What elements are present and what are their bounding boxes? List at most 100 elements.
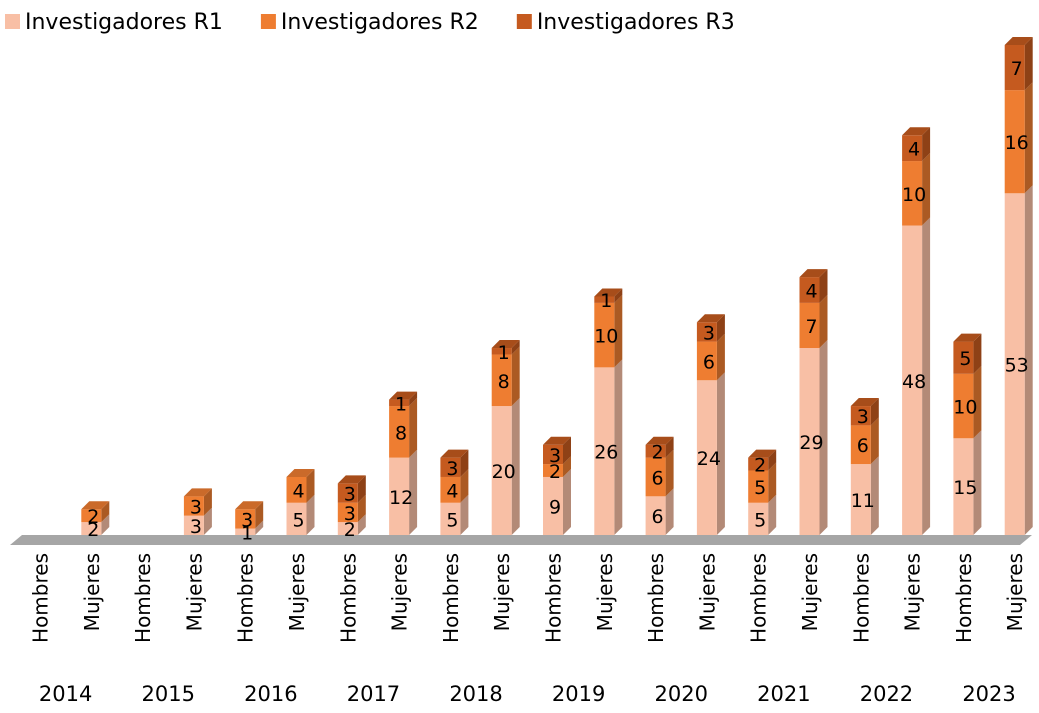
- bar-top: [389, 391, 418, 400]
- group-label: 2018: [449, 682, 502, 706]
- bar: [440, 502, 461, 535]
- value-label: 2: [652, 442, 664, 464]
- bar-top: [645, 436, 674, 445]
- bar: [594, 302, 615, 368]
- x-tick-label: Mujeres: [182, 553, 206, 631]
- x-tick-label: Mujeres: [593, 553, 617, 631]
- group-label: 2016: [244, 682, 297, 706]
- bar-side: [819, 294, 828, 349]
- bar-top: [543, 436, 571, 445]
- x-tick-label: Hombres: [234, 553, 258, 643]
- bar-side: [255, 501, 264, 529]
- group-label: 2023: [962, 682, 1015, 706]
- x-tick-label: Hombres: [849, 553, 873, 643]
- group-label: 2014: [39, 682, 92, 706]
- bar: [389, 406, 410, 458]
- bar-top: [337, 475, 366, 484]
- x-tick-label: Hombres: [952, 553, 976, 643]
- group-label: 2021: [757, 682, 810, 706]
- bar-side: [665, 436, 674, 458]
- bar: [81, 509, 102, 523]
- bar-side: [973, 365, 982, 439]
- bar: [953, 373, 974, 439]
- bar-top: [1004, 37, 1033, 45]
- group-label: 2019: [552, 682, 605, 706]
- bar-side: [511, 398, 520, 535]
- x-tick-label: Hombres: [644, 553, 668, 643]
- bar-side: [973, 333, 982, 374]
- bar-side: [511, 340, 520, 355]
- value-label: 3: [344, 484, 356, 506]
- value-label: 7: [1011, 58, 1023, 80]
- bar-side: [870, 417, 879, 465]
- value-label: 4: [805, 281, 817, 303]
- bar: [594, 367, 615, 535]
- bar-top: [696, 314, 725, 323]
- x-tick-label: Hombres: [336, 553, 360, 643]
- bar-side: [768, 494, 777, 535]
- bar-top: [953, 333, 982, 342]
- bar-side: [716, 372, 725, 535]
- bar: [850, 406, 871, 426]
- bar: [440, 476, 461, 503]
- bar: [696, 341, 717, 381]
- x-tick-label: Mujeres: [901, 553, 925, 631]
- bar-side: [614, 288, 623, 303]
- x-tick-label: Mujeres: [798, 553, 822, 631]
- group-label: 2020: [655, 682, 708, 706]
- value-label: 7: [805, 316, 817, 338]
- bar-side: [922, 127, 931, 162]
- bar-side: [306, 494, 315, 535]
- bar: [748, 457, 769, 471]
- value-label: 1: [498, 342, 510, 364]
- bar-side: [409, 391, 418, 407]
- value-label: 10: [953, 397, 977, 419]
- bar: [337, 522, 358, 535]
- bar-side: [716, 314, 725, 342]
- bar-side: [1024, 82, 1033, 194]
- bar-top: [491, 340, 520, 349]
- bar: [337, 502, 358, 523]
- value-label: 3: [241, 509, 253, 531]
- value-label: 2: [87, 506, 99, 528]
- value-label: 8: [395, 422, 407, 444]
- value-label: 2: [87, 519, 99, 541]
- legend-label: Investigadores R3: [537, 10, 735, 35]
- bar: [337, 483, 358, 503]
- x-tick-label: Hombres: [131, 553, 155, 643]
- bar: [696, 380, 717, 535]
- value-label: 2: [549, 461, 561, 483]
- legend-swatch: [5, 14, 20, 29]
- floor: [10, 535, 1032, 545]
- bar: [902, 225, 923, 536]
- bar-top: [594, 288, 623, 297]
- bar-top: [183, 488, 212, 497]
- value-label: 6: [652, 506, 664, 528]
- value-label: 26: [594, 442, 618, 464]
- value-label: 10: [902, 184, 926, 206]
- x-tick-label: Mujeres: [285, 553, 309, 631]
- group-label: 2022: [860, 682, 913, 706]
- bar-side: [922, 217, 931, 536]
- bar: [799, 277, 820, 303]
- bar-top: [235, 501, 264, 510]
- bar: [645, 496, 666, 535]
- value-label: 48: [902, 371, 926, 393]
- bar-side: [409, 449, 418, 535]
- value-label: 16: [1005, 132, 1029, 154]
- legend-swatch: [260, 14, 276, 29]
- value-label: 5: [292, 509, 304, 531]
- bar-top: [850, 398, 879, 407]
- value-label: 12: [389, 487, 413, 509]
- value-label: 4: [446, 480, 458, 502]
- value-label: 3: [857, 406, 869, 428]
- bar-side: [357, 494, 366, 523]
- bar: [645, 444, 666, 458]
- x-tick-label: Hombres: [747, 553, 771, 643]
- bar: [183, 496, 204, 516]
- value-label: 1: [395, 393, 407, 415]
- bar: [1004, 193, 1025, 535]
- bar-side: [511, 346, 520, 407]
- bar-side: [203, 507, 212, 535]
- x-tick-label: Hombres: [29, 553, 53, 643]
